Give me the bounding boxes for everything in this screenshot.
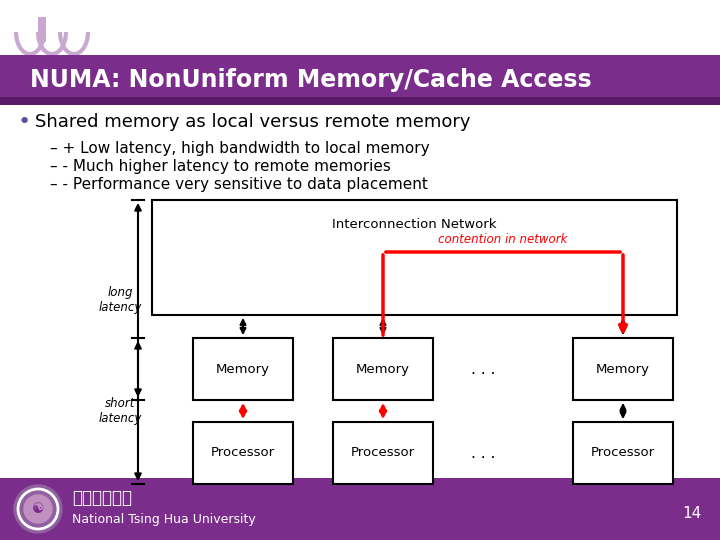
Text: . . .: . . . xyxy=(471,446,495,461)
Text: 14: 14 xyxy=(683,505,702,521)
Text: Shared memory as local versus remote memory: Shared memory as local versus remote mem… xyxy=(35,113,470,131)
Text: •: • xyxy=(18,112,31,132)
Bar xyxy=(333,422,433,484)
Text: ☯: ☯ xyxy=(32,502,44,516)
Text: Interconnection Network: Interconnection Network xyxy=(332,218,497,231)
Bar xyxy=(152,200,677,315)
Text: National Tsing Hua University: National Tsing Hua University xyxy=(72,514,256,526)
Text: short
latency: short latency xyxy=(99,397,142,425)
Text: Processor: Processor xyxy=(591,447,655,460)
Text: Memory: Memory xyxy=(216,362,270,375)
Bar xyxy=(0,0,720,68)
Bar xyxy=(0,97,720,105)
Text: Memory: Memory xyxy=(356,362,410,375)
Text: contention in network: contention in network xyxy=(438,233,567,246)
Text: NUMA: NonUniform Memory/Cache Access: NUMA: NonUniform Memory/Cache Access xyxy=(30,68,592,92)
Text: – - Much higher latency to remote memories: – - Much higher latency to remote memori… xyxy=(50,159,391,173)
Text: 國立清華大學: 國立清華大學 xyxy=(72,489,132,507)
Text: – - Performance very sensitive to data placement: – - Performance very sensitive to data p… xyxy=(50,177,428,192)
Circle shape xyxy=(24,495,52,523)
Text: Processor: Processor xyxy=(351,447,415,460)
Bar xyxy=(573,422,673,484)
Bar xyxy=(0,478,720,540)
Text: . . .: . . . xyxy=(471,361,495,376)
Text: long
latency: long latency xyxy=(99,286,142,314)
Bar xyxy=(193,422,293,484)
Bar xyxy=(0,55,720,97)
Text: Memory: Memory xyxy=(596,362,650,375)
Bar xyxy=(333,338,433,400)
Text: Processor: Processor xyxy=(211,447,275,460)
Bar xyxy=(38,17,46,42)
Text: – + Low latency, high bandwidth to local memory: – + Low latency, high bandwidth to local… xyxy=(50,140,430,156)
Circle shape xyxy=(14,485,62,533)
Bar xyxy=(573,338,673,400)
Bar xyxy=(193,338,293,400)
